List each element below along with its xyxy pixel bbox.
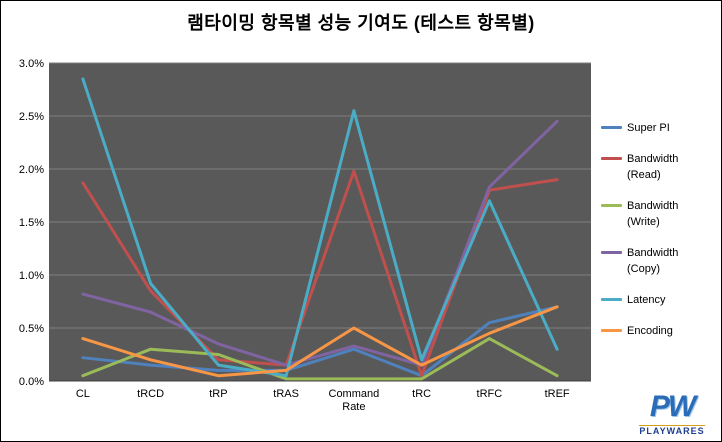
chart-legend: Super PI Bandwidth (Read) Bandwidth (Write… — [601, 121, 717, 339]
x-tick-label: tRAS — [273, 388, 299, 400]
legend-line-marker — [601, 328, 622, 332]
x-tick-label: tRFC — [477, 388, 503, 400]
chart-title: 램타이밍 항목별 성능 기여도 (테스트 항목별) — [187, 13, 535, 33]
x-tick-label: tRC — [412, 388, 431, 400]
y-tick-label: 2.5% — [19, 111, 44, 123]
line-chart: 0.0% 0.5% 1.0% 1.5% 2.0% 2.5% 3.0% CL tRCD tRP tRA… — [19, 58, 591, 413]
legend-line-marker — [601, 203, 622, 207]
legend-line-marker — [601, 126, 622, 129]
y-tick-label: 2.0% — [19, 164, 44, 176]
series-line-bandwidth-write- — [81, 337, 559, 381]
y-tick-label: 3.0% — [19, 58, 44, 70]
series-line-encoding — [81, 305, 559, 378]
y-tick-label: 1.0% — [19, 270, 44, 282]
y-tick-label: 0.5% — [19, 323, 44, 335]
y-tick-label: 1.5% — [19, 217, 44, 229]
x-tick-label: Command Rate — [329, 388, 380, 413]
logo-monogram: PW — [649, 390, 696, 423]
legend-label: Latency — [627, 293, 666, 306]
logo-brand-text: PLAYWARES — [639, 425, 705, 436]
playwares-logo: PW PLAYWARES — [629, 392, 715, 438]
x-tick-label: tRCD — [137, 388, 164, 400]
x-tick-label: tREF — [545, 388, 570, 400]
legend-line-marker — [601, 156, 622, 160]
series-line-bandwidth-copy- — [81, 119, 559, 367]
legend-item: Encoding — [601, 324, 717, 340]
legend-label: Bandwidth (Read) — [627, 152, 679, 181]
legend-line-marker — [601, 250, 622, 254]
y-tick-label: 0.0% — [19, 376, 44, 388]
legend-label: Bandwidth (Copy) — [627, 246, 679, 275]
legend-item: Bandwidth (Write) — [601, 199, 717, 231]
legend-item: Bandwidth (Read) — [601, 152, 717, 184]
series-line-super-pi — [81, 305, 559, 378]
legend-line-marker — [601, 297, 622, 301]
legend-label: Bandwidth (Write) — [627, 199, 679, 228]
series-line-latency — [81, 77, 559, 378]
legend-item: Super PI — [601, 121, 717, 137]
legend-label: Super PI — [627, 122, 670, 134]
legend-item: Bandwidth (Copy) — [601, 246, 717, 278]
legend-item: Latency — [601, 293, 717, 309]
x-tick-label: tRP — [209, 388, 227, 400]
x-tick-label: CL — [76, 388, 90, 400]
legend-label: Encoding — [627, 324, 673, 337]
series-line-bandwidth-read- — [81, 169, 559, 378]
